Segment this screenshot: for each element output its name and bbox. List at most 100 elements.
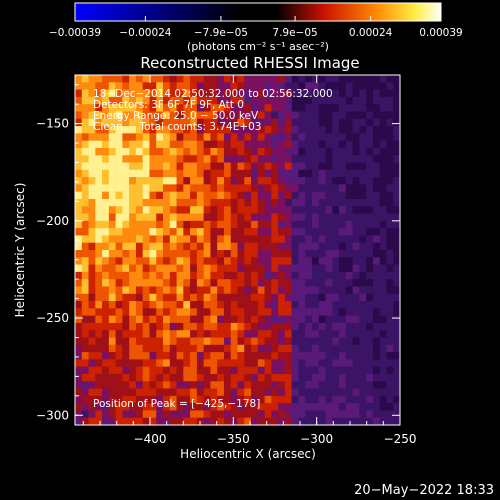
heatmap-cell (278, 322, 286, 331)
heatmap-cell (311, 155, 320, 163)
heatmap-cell (75, 395, 83, 404)
heatmap-cell (359, 417, 367, 425)
heatmap-cell (251, 403, 259, 411)
heatmap-cell (81, 286, 89, 295)
heatmap-cell (183, 169, 191, 178)
heatmap-cell (163, 118, 171, 127)
heatmap-cell (237, 286, 245, 295)
heatmap-cell (284, 177, 292, 185)
heatmap-cell (149, 89, 157, 98)
heatmap-cell (196, 206, 204, 214)
heatmap-cell (102, 322, 110, 331)
heatmap-cell (298, 359, 306, 367)
heatmap-cell (169, 169, 177, 178)
heatmap-cell (332, 286, 340, 295)
heatmap-cell (345, 177, 353, 185)
heatmap-cell (129, 133, 137, 141)
heatmap-cell (163, 213, 171, 222)
heatmap-cell (237, 315, 245, 324)
heatmap-cell (169, 395, 177, 404)
heatmap-cell (359, 133, 367, 141)
heatmap-cell (345, 366, 353, 375)
heatmap-cell (176, 96, 184, 105)
heatmap-cell (223, 191, 232, 200)
heatmap-cell (278, 381, 286, 389)
heatmap-cell (271, 301, 279, 309)
heatmap-cell (257, 169, 265, 178)
heatmap-cell (190, 140, 198, 149)
heatmap-cell (366, 337, 374, 346)
heatmap-cell (122, 213, 130, 222)
heatmap-cell (386, 322, 394, 331)
heatmap-cell (298, 155, 306, 163)
heatmap-cell (339, 322, 347, 331)
heatmap-cell (271, 373, 279, 382)
heatmap-cell (244, 250, 252, 258)
heatmap-cell (149, 366, 157, 375)
heatmap-cell (372, 235, 380, 244)
heatmap-cell (284, 191, 292, 200)
heatmap-cell (345, 381, 353, 389)
heatmap-cell (366, 198, 374, 207)
heatmap-cell (108, 177, 116, 185)
heatmap-cell (122, 417, 130, 425)
heatmap-cell (196, 250, 204, 258)
heatmap-cell (217, 308, 225, 316)
heatmap-cell (305, 381, 313, 389)
heatmap-cell (142, 191, 150, 200)
heatmap-cell (244, 403, 252, 411)
heatmap-cell (176, 155, 184, 163)
heatmap-cell (196, 344, 204, 353)
heatmap-cell (298, 228, 306, 236)
heatmap-cell (163, 403, 171, 411)
heatmap-cell (318, 271, 326, 280)
heatmap-cell (142, 403, 150, 411)
heatmap-cell (366, 417, 374, 425)
heatmap-cell (217, 381, 225, 389)
heatmap-cell (129, 417, 137, 425)
heatmap-cell (318, 381, 326, 389)
heatmap-cell (305, 352, 313, 360)
heatmap-cell (95, 315, 103, 324)
heatmap-cell (271, 162, 279, 171)
heatmap-cell (203, 279, 211, 287)
heatmap-cell (264, 206, 272, 214)
heatmap-cell (244, 417, 252, 425)
heatmap-cell (149, 228, 157, 236)
heatmap-cell (325, 162, 333, 171)
heatmap-cell (169, 96, 177, 105)
heatmap-cell (102, 96, 110, 105)
heatmap-cell (122, 308, 130, 316)
heatmap-cell (95, 337, 103, 346)
heatmap-cell (291, 293, 299, 302)
heatmap-cell (88, 286, 96, 295)
heatmap-cell (217, 111, 225, 120)
heatmap-cell (169, 104, 177, 112)
heatmap-cell (386, 250, 394, 258)
heatmap-cell (325, 322, 333, 331)
heatmap-cell (345, 133, 353, 141)
heatmap-cell (271, 133, 279, 141)
heatmap-cell (156, 337, 164, 346)
heatmap-cell (102, 111, 110, 120)
heatmap-cell (386, 235, 394, 244)
heatmap-cell (366, 271, 374, 280)
heatmap-cell (291, 206, 299, 214)
heatmap-cell (203, 75, 211, 83)
heatmap-cell (122, 330, 130, 338)
heatmap-cell (217, 286, 225, 295)
heatmap-cell (176, 184, 184, 192)
heatmap-cell (81, 366, 89, 375)
heatmap-cell (95, 271, 103, 280)
heatmap-cell (129, 337, 137, 346)
heatmap-cell (379, 198, 387, 207)
heatmap-cell (305, 257, 313, 265)
heatmap-cell (339, 184, 347, 192)
heatmap-cell (176, 118, 184, 127)
heatmap-cell (237, 184, 245, 192)
heatmap-cell (203, 264, 211, 273)
heatmap-cell (325, 133, 333, 141)
heatmap-cell (108, 279, 116, 287)
heatmap-cell (163, 228, 171, 236)
heatmap-cell (102, 301, 110, 309)
